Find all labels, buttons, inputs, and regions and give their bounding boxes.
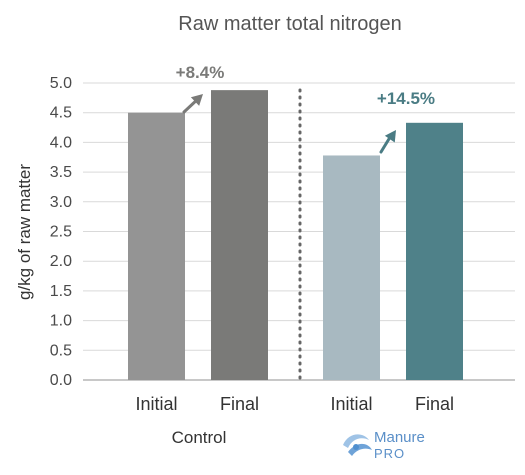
bar-manure-pro-initial [323,155,380,380]
logo-text-pro: PRO [374,446,405,461]
change-annotations: +8.4% +14.5% [176,63,435,154]
y-tick-label: 4.0 [50,134,72,151]
category-label: Initial [330,394,372,414]
y-axis-label: g/kg of raw matter [15,164,34,300]
change-arrow-icon [384,130,396,143]
y-tick-label: 2.5 [50,224,72,241]
y-tick-label: 1.5 [50,283,72,300]
y-tick-label: 0.0 [50,372,72,389]
bars [128,90,463,381]
category-labels: Initial Final Initial Final [135,394,454,414]
y-tick-label: 3.5 [50,164,72,181]
manure-pro-logo: Manure PRO [343,429,425,461]
bar-control-final [211,90,268,381]
bar-manure-pro-final [406,122,463,380]
y-tick-label: 2.0 [50,253,72,270]
bar-control-initial [128,112,185,380]
category-label: Final [220,394,259,414]
y-tick-label: 1.0 [50,313,72,330]
y-axis-ticks: 0.0 0.5 1.0 1.5 2.0 2.5 3.0 3.5 4.0 4.5 5.0 [50,75,72,389]
category-label: Initial [135,394,177,414]
y-tick-label: 0.5 [50,342,72,359]
change-percent-label: +14.5% [377,89,435,108]
chart-title: Raw matter total nitrogen [178,13,401,35]
change-arrow-icon [190,94,203,106]
y-tick-label: 4.5 [50,105,72,122]
change-percent-label: +8.4% [176,63,225,82]
manure-pro-logo-icon [343,434,372,456]
y-tick-label: 5.0 [50,75,72,92]
logo-text-manure: Manure [374,429,425,446]
category-label: Final [415,394,454,414]
group-label-control: Control [172,428,227,447]
y-tick-label: 3.0 [50,194,72,211]
